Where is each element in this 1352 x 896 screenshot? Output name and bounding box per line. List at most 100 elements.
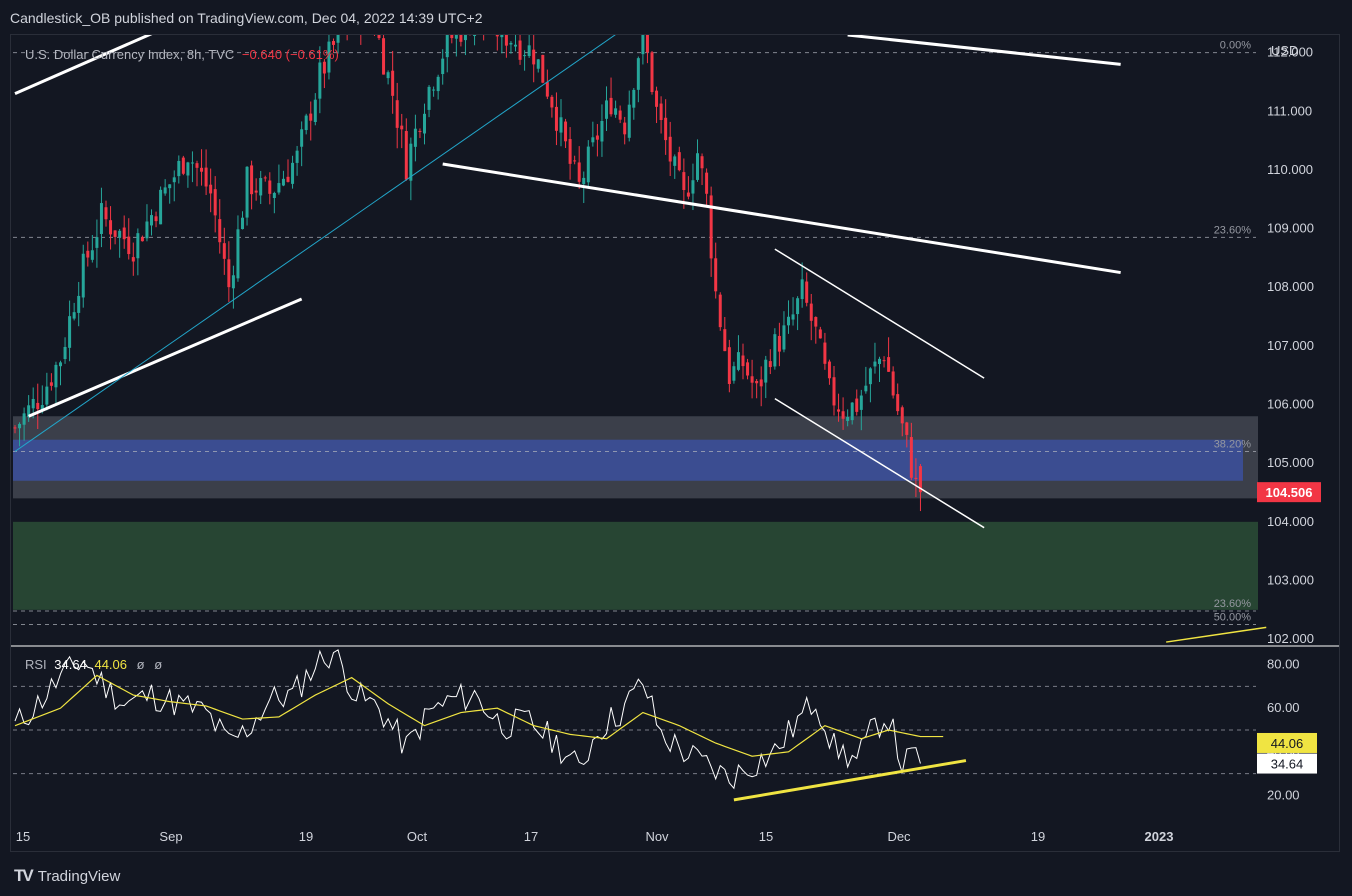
candle-body xyxy=(272,192,276,199)
rsi-tag xyxy=(1257,753,1317,774)
candle-body xyxy=(714,258,718,292)
candle-body xyxy=(463,35,467,41)
price-tick: 111.000 xyxy=(1267,103,1312,118)
candle-body xyxy=(750,376,754,383)
candle-body xyxy=(59,362,62,367)
candle-body xyxy=(27,405,31,418)
candle-body xyxy=(746,362,750,376)
rsi-value: 34.64 xyxy=(54,657,87,672)
candle-body xyxy=(882,360,886,362)
price-tick: 104.000 xyxy=(1267,514,1314,529)
candle-body xyxy=(49,382,53,386)
tradingview-logo-icon: TV xyxy=(14,866,34,885)
zone-green xyxy=(13,521,1258,610)
fib-levels-layer: 0.00%23.60%38.20%23.60%50.00% xyxy=(13,40,1256,625)
rsi-legend[interactable]: RSI 34.64 44.06 ø ø xyxy=(25,657,162,672)
chart-frame[interactable]: 0.00%23.60%38.20%23.60%50.00% 20.0040.00… xyxy=(10,34,1340,852)
price-tick: 106.000 xyxy=(1267,397,1314,412)
candle-body xyxy=(900,407,904,424)
footer: TV TradingView xyxy=(14,866,120,886)
candle-body xyxy=(413,128,417,147)
price-change: −0.640 (−0.61%) xyxy=(241,47,339,62)
candle-body xyxy=(295,150,299,163)
yellow-line-bottom xyxy=(1166,626,1267,643)
candle-body xyxy=(732,366,736,381)
candle-body xyxy=(40,405,44,410)
candle-body xyxy=(573,160,577,162)
candle-body xyxy=(832,377,836,406)
candle-body xyxy=(281,178,285,186)
lower-channel-line xyxy=(28,297,303,418)
candle-body xyxy=(909,437,913,478)
candle-body xyxy=(504,35,508,46)
candle-body xyxy=(868,368,872,385)
candle-body xyxy=(250,165,254,195)
publisher-caption: Candlestick_OB published on TradingView.… xyxy=(10,10,483,26)
candle-body xyxy=(95,237,99,248)
candle-body xyxy=(878,358,881,365)
candle-body xyxy=(850,402,854,421)
candle-body xyxy=(427,86,431,110)
time-tick: 19 xyxy=(299,829,313,844)
candle-body xyxy=(213,189,217,216)
candle-body xyxy=(764,359,768,383)
candle-body xyxy=(309,113,313,121)
footer-brand: TradingView xyxy=(37,867,121,885)
fib-label: 50.00% xyxy=(1214,611,1252,623)
candle-body xyxy=(154,216,158,222)
symbol-legend[interactable]: U.S. Dollar Currency Index, 8h, TVC −0.6… xyxy=(25,47,339,62)
rsi-extra-2: ø xyxy=(154,657,163,672)
last-price-value: 104.506 xyxy=(1266,485,1313,500)
candle-body xyxy=(541,54,545,83)
candle-body xyxy=(286,176,290,182)
candle-body xyxy=(796,298,800,315)
price-tick: 110.000 xyxy=(1267,162,1313,177)
candle-body xyxy=(559,117,563,133)
candle-body xyxy=(254,190,258,193)
candle-body xyxy=(682,172,686,191)
candle-body xyxy=(623,122,627,135)
candle-body xyxy=(31,398,35,409)
candle-body xyxy=(382,38,386,75)
axes-layer: 102.000 103.000 104.000 105.000 106.000 107.0… xyxy=(11,43,1339,844)
candle-body xyxy=(36,402,40,410)
price-tick: 108.000 xyxy=(1267,279,1314,294)
candle-body xyxy=(172,177,176,183)
candle-body xyxy=(231,275,235,289)
rsi-ma-tag-value: 44.06 xyxy=(1271,736,1304,751)
candle-body xyxy=(109,220,113,235)
candle-body xyxy=(668,136,672,162)
candle-body xyxy=(122,227,126,240)
candle-body xyxy=(118,230,122,238)
candle-body xyxy=(536,59,540,69)
candle-body xyxy=(332,41,335,45)
candle-body xyxy=(773,334,777,367)
candle-body xyxy=(432,89,436,91)
candle-body xyxy=(614,108,618,115)
time-tick: Sep xyxy=(159,829,182,844)
candle-body xyxy=(454,35,458,39)
candle-body xyxy=(336,35,340,43)
price-chart[interactable]: 0.00%23.60%38.20%23.60%50.00% 20.0040.00… xyxy=(11,35,1340,852)
candle-body xyxy=(181,157,185,174)
candle-body xyxy=(22,413,26,425)
candle-body xyxy=(855,398,859,412)
rsi-tag-value: 34.64 xyxy=(1271,757,1304,772)
candle-body xyxy=(837,409,841,412)
candle-body xyxy=(77,295,81,313)
candle-body xyxy=(327,41,331,73)
candle-body xyxy=(523,55,527,57)
candle-body xyxy=(68,316,72,348)
candle-body xyxy=(518,40,522,60)
candle-body xyxy=(113,230,117,237)
candle-body xyxy=(800,279,804,300)
candle-body xyxy=(218,219,222,243)
candle-body xyxy=(527,45,531,57)
fib-label: 23.60% xyxy=(1214,598,1252,610)
rsi-ma-value: 44.06 xyxy=(94,657,128,672)
candle-body xyxy=(627,104,631,138)
candle-body xyxy=(495,35,499,37)
rsi-tick: 80.00 xyxy=(1267,656,1300,671)
candle-body xyxy=(873,361,877,367)
time-tick: Oct xyxy=(407,829,428,844)
